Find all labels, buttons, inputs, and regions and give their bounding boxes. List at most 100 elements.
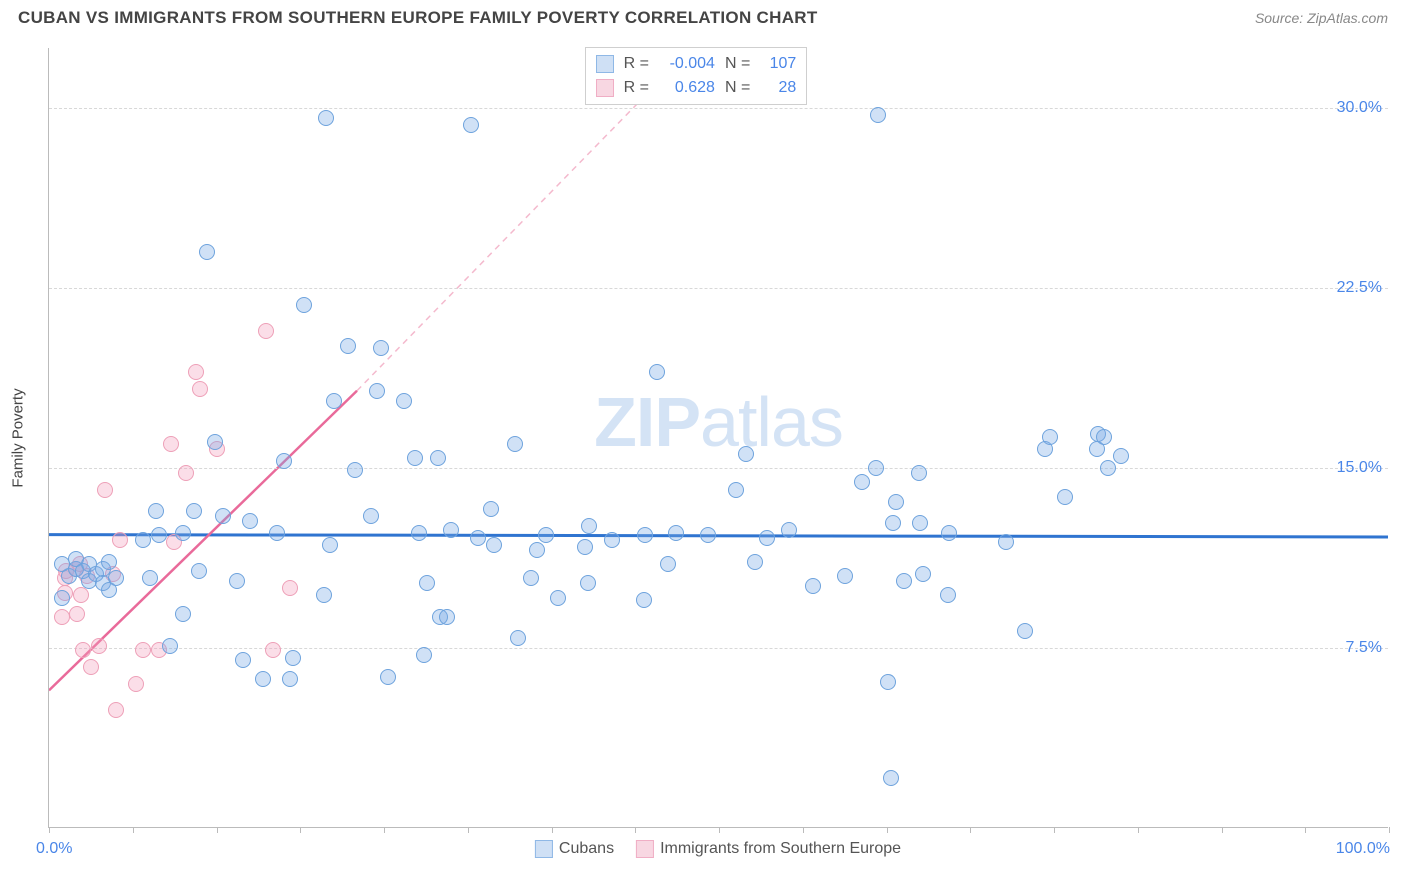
data-point	[269, 525, 285, 541]
data-point	[108, 570, 124, 586]
watermark: ZIPatlas	[594, 382, 843, 462]
data-point	[483, 501, 499, 517]
data-point	[265, 642, 281, 658]
series1-n-value: 107	[760, 52, 796, 76]
legend-series1-label: Cubans	[559, 840, 614, 858]
data-point	[148, 503, 164, 519]
data-point	[186, 503, 202, 519]
data-point	[207, 434, 223, 450]
data-point	[700, 527, 716, 543]
data-point	[282, 671, 298, 687]
data-point	[912, 515, 928, 531]
data-point	[1057, 489, 1073, 505]
data-point	[316, 587, 332, 603]
data-point	[915, 566, 931, 582]
data-point	[911, 465, 927, 481]
scatter-plot: ZIPatlas R = -0.004 N = 107 R = 0.628 N …	[48, 48, 1388, 828]
correlation-stats-box: R = -0.004 N = 107 R = 0.628 N = 28	[585, 47, 808, 105]
data-point	[162, 638, 178, 654]
data-point	[178, 465, 194, 481]
legend-series2-swatch	[636, 840, 654, 858]
n-label: N =	[725, 76, 750, 100]
data-point	[443, 522, 459, 538]
data-point	[142, 570, 158, 586]
data-point	[419, 575, 435, 591]
chart-title: CUBAN VS IMMIGRANTS FROM SOUTHERN EUROPE…	[18, 8, 818, 28]
data-point	[430, 450, 446, 466]
data-point	[507, 436, 523, 452]
data-point	[759, 530, 775, 546]
data-point	[550, 590, 566, 606]
data-point	[318, 110, 334, 126]
series1-r-value: -0.004	[659, 52, 715, 76]
data-point	[439, 609, 455, 625]
data-point	[649, 364, 665, 380]
data-point	[151, 527, 167, 543]
data-point	[326, 393, 342, 409]
data-point	[738, 446, 754, 462]
data-point	[486, 537, 502, 553]
data-point	[837, 568, 853, 584]
data-point	[805, 578, 821, 594]
y-axis-title: Family Poverty	[10, 388, 27, 487]
data-point	[75, 642, 91, 658]
data-point	[396, 393, 412, 409]
data-point	[888, 494, 904, 510]
data-point	[781, 522, 797, 538]
data-point	[580, 575, 596, 591]
source-attribution: Source: ZipAtlas.com	[1255, 10, 1388, 26]
y-tick-label: 30.0%	[1337, 99, 1390, 117]
data-point	[54, 590, 70, 606]
data-point	[940, 587, 956, 603]
data-point	[854, 474, 870, 490]
data-point	[1096, 429, 1112, 445]
data-point	[192, 381, 208, 397]
data-point	[668, 525, 684, 541]
data-point	[347, 462, 363, 478]
n-label: N =	[725, 52, 750, 76]
data-point	[896, 573, 912, 589]
data-point	[188, 364, 204, 380]
data-point	[411, 525, 427, 541]
data-point	[747, 554, 763, 570]
data-point	[282, 580, 298, 596]
data-point	[69, 606, 85, 622]
data-point	[868, 460, 884, 476]
data-point	[229, 573, 245, 589]
data-point	[255, 671, 271, 687]
data-point	[128, 676, 144, 692]
data-point	[322, 537, 338, 553]
data-point	[728, 482, 744, 498]
data-point	[199, 244, 215, 260]
r-label: R =	[624, 52, 649, 76]
x-axis-max-label: 100.0%	[1336, 840, 1390, 858]
data-point	[637, 527, 653, 543]
data-point	[242, 513, 258, 529]
data-point	[175, 606, 191, 622]
data-point	[163, 436, 179, 452]
legend-series1-swatch	[535, 840, 553, 858]
data-point	[101, 554, 117, 570]
data-point	[215, 508, 231, 524]
data-point	[523, 570, 539, 586]
data-point	[73, 587, 89, 603]
data-point	[1042, 429, 1058, 445]
data-point	[660, 556, 676, 572]
data-point	[369, 383, 385, 399]
data-point	[258, 323, 274, 339]
data-point	[941, 525, 957, 541]
data-point	[416, 647, 432, 663]
data-point	[112, 532, 128, 548]
data-point	[510, 630, 526, 646]
legend-series2-label: Immigrants from Southern Europe	[660, 840, 901, 858]
y-tick-label: 7.5%	[1346, 639, 1390, 657]
data-point	[363, 508, 379, 524]
data-point	[1113, 448, 1129, 464]
data-point	[135, 532, 151, 548]
data-point	[276, 453, 292, 469]
y-tick-label: 22.5%	[1337, 279, 1390, 297]
r-label: R =	[624, 76, 649, 100]
data-point	[97, 482, 113, 498]
data-point	[463, 117, 479, 133]
data-point	[885, 515, 901, 531]
